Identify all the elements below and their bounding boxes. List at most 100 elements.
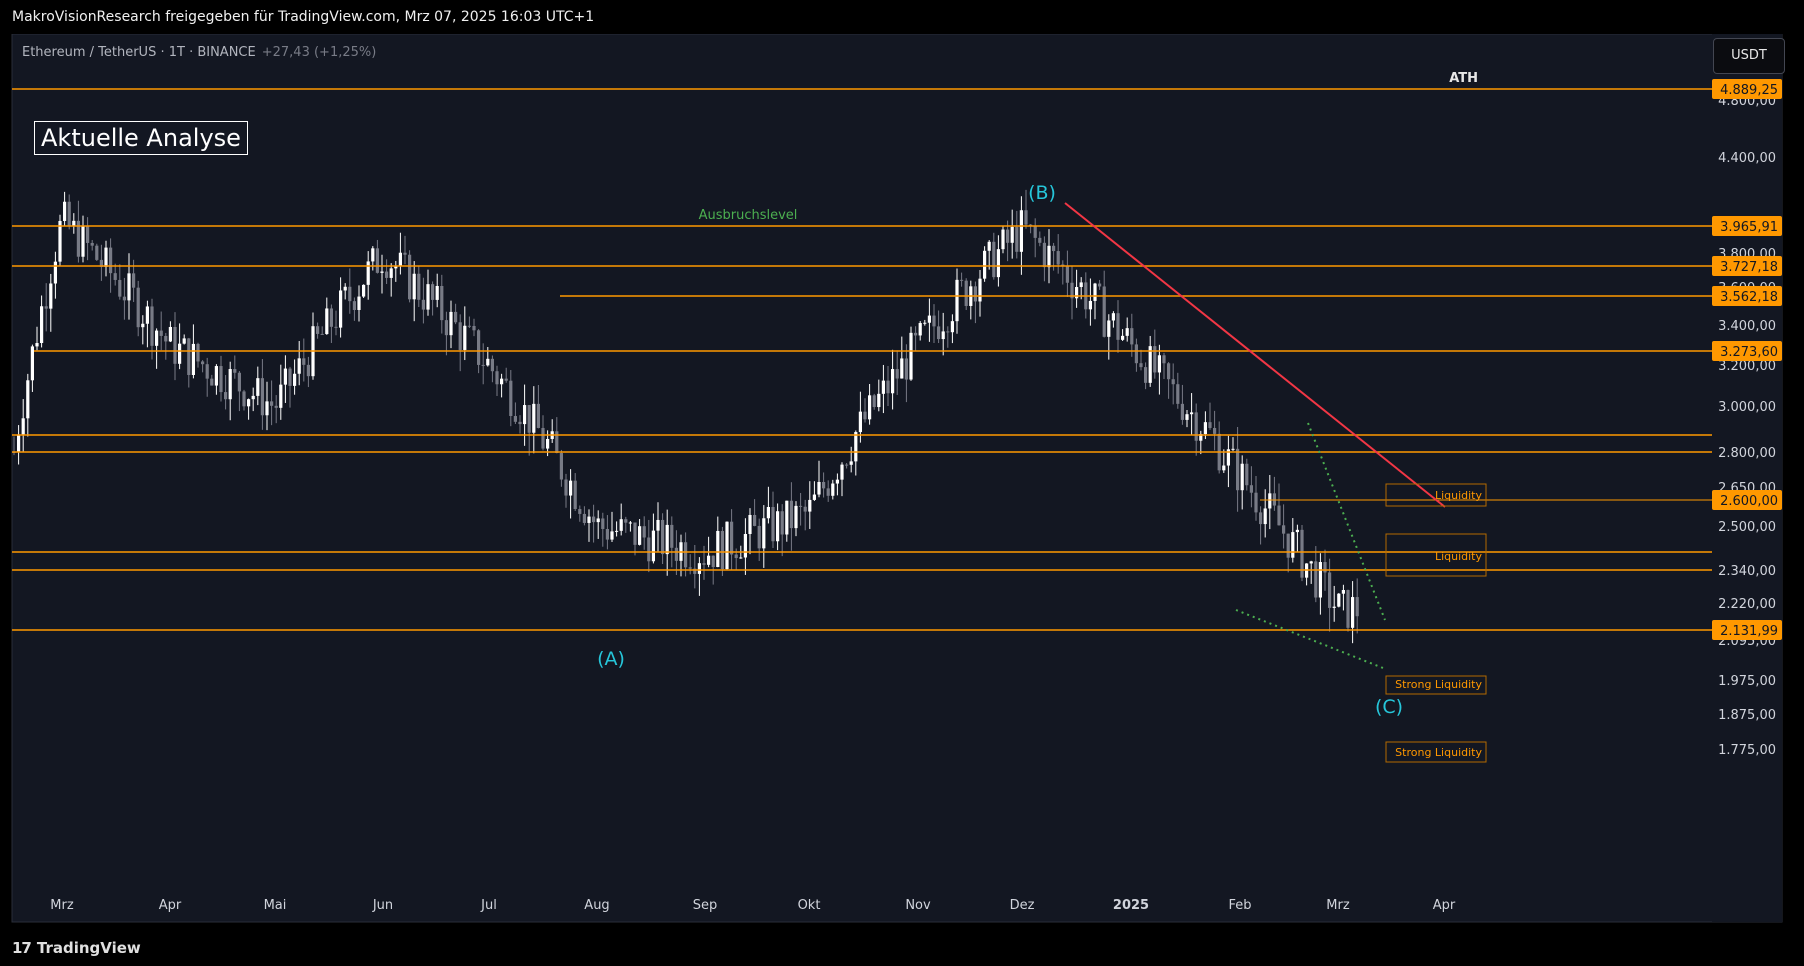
candle	[136, 280, 140, 337]
candle	[1194, 403, 1198, 456]
candle	[293, 359, 297, 395]
candle-body	[1300, 529, 1304, 578]
candle-body	[136, 287, 140, 328]
candle-body	[748, 514, 752, 534]
candle-body	[398, 252, 402, 267]
candle-body	[803, 506, 807, 512]
candle-body	[1052, 245, 1056, 252]
candle-body	[743, 533, 747, 558]
candle	[1332, 585, 1336, 622]
price-tag: 3.965,91	[1712, 216, 1782, 236]
candle-body	[527, 405, 531, 433]
candle-body	[587, 516, 591, 523]
candle	[1042, 236, 1046, 282]
candle	[283, 355, 287, 403]
price-tag-bg	[1712, 79, 1782, 99]
candle	[1254, 476, 1258, 521]
candle	[394, 260, 398, 282]
candle-body	[233, 369, 237, 373]
candle-body	[532, 403, 536, 433]
candle	[1213, 410, 1217, 451]
candle	[412, 261, 416, 322]
candle-body	[734, 554, 738, 559]
candle-body	[1047, 245, 1051, 268]
candle	[90, 240, 94, 251]
candle	[1130, 313, 1134, 357]
candle	[1107, 314, 1111, 360]
x-tick-label: Sep	[693, 898, 718, 913]
candle-body	[122, 296, 126, 301]
candle	[1010, 209, 1014, 259]
candle-body	[1171, 379, 1175, 385]
candle	[1171, 363, 1175, 405]
candle-body	[81, 225, 85, 257]
candle-body	[141, 323, 145, 328]
candle	[242, 389, 246, 411]
candle	[725, 521, 729, 570]
price-chart[interactable]: Ausbruchslevel ATH (A) (B) (C) Liquidity Liqui…	[0, 34, 1804, 930]
y-tick-label: 2.220,00	[1718, 597, 1776, 612]
candle	[362, 284, 366, 298]
candle	[173, 312, 177, 381]
candle	[72, 213, 76, 234]
candle-body	[1254, 492, 1258, 513]
currency-button[interactable]: USDT	[1713, 38, 1785, 74]
candle	[877, 379, 881, 412]
candle	[435, 273, 439, 308]
candle-body	[454, 311, 458, 323]
candle-body	[978, 278, 982, 302]
candle-body	[155, 330, 159, 346]
candle	[987, 240, 991, 270]
y-tick-label: 1.875,00	[1718, 708, 1776, 723]
candle-body	[500, 378, 504, 385]
candle	[389, 263, 393, 297]
candle-body	[35, 343, 39, 347]
candle-body	[260, 378, 264, 416]
candle	[458, 314, 462, 372]
candle-body	[1203, 422, 1207, 435]
x-tick-label: Apr	[159, 898, 182, 913]
candle	[615, 521, 619, 537]
candle-body	[426, 284, 430, 310]
candle-body	[895, 369, 899, 379]
candle-body	[237, 372, 241, 392]
candle	[960, 272, 964, 287]
candle-body	[964, 280, 968, 306]
candle	[601, 512, 605, 547]
candle-body	[228, 369, 232, 400]
candle	[817, 460, 821, 498]
candle-body	[513, 416, 517, 422]
tradingview-logo[interactable]: 17 TradingView	[12, 939, 141, 957]
candle-body	[1088, 300, 1092, 310]
candle-body	[334, 326, 338, 328]
candle	[996, 235, 1000, 287]
candle	[955, 268, 959, 334]
chart-pane	[11, 34, 1783, 923]
symbol-legend[interactable]: Ethereum / TetherUS · 1T · BINANCE +27,43…	[22, 45, 376, 60]
candle-body	[1249, 485, 1253, 493]
candle	[398, 232, 402, 275]
candle-body	[849, 461, 853, 465]
candle	[950, 314, 954, 344]
candle-body	[72, 220, 76, 226]
candle	[633, 522, 637, 556]
candle-body	[251, 395, 255, 400]
candle	[1245, 458, 1249, 491]
candle	[256, 366, 260, 406]
candle	[1121, 329, 1125, 341]
candle	[1070, 266, 1074, 320]
candle-body	[49, 283, 53, 309]
candle-body	[1323, 562, 1327, 573]
candle	[1318, 553, 1322, 615]
candle	[812, 481, 816, 501]
candle-body	[780, 511, 784, 535]
candle-body	[702, 563, 706, 565]
candle	[757, 518, 761, 561]
candle-body	[1318, 562, 1322, 598]
candle	[1176, 372, 1180, 409]
candle	[279, 364, 283, 420]
candle	[592, 504, 596, 543]
candle-body	[449, 311, 453, 336]
price-tag-text: 3.562,18	[1720, 290, 1778, 305]
candle	[504, 367, 508, 383]
